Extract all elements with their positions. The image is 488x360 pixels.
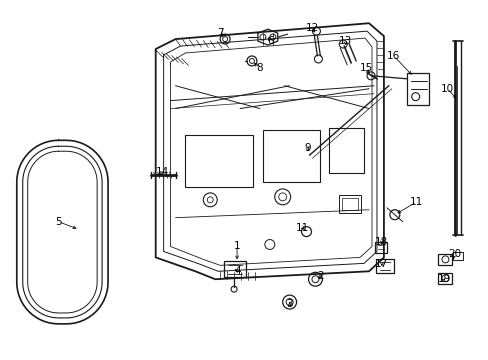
Text: 7: 7 bbox=[217, 28, 223, 38]
Text: 2: 2 bbox=[316, 271, 323, 281]
Text: 8: 8 bbox=[256, 63, 263, 73]
Text: 9: 9 bbox=[304, 143, 310, 153]
Text: 11: 11 bbox=[409, 197, 423, 207]
Text: 5: 5 bbox=[55, 217, 61, 227]
Text: 18: 18 bbox=[374, 237, 388, 247]
Text: 1: 1 bbox=[233, 242, 240, 252]
Bar bbox=[406, 73, 427, 105]
Bar bbox=[224, 261, 245, 277]
Text: 13: 13 bbox=[338, 36, 351, 46]
Bar bbox=[438, 273, 451, 284]
Bar bbox=[342, 198, 357, 210]
Text: 4: 4 bbox=[234, 266, 241, 276]
Text: 17: 17 bbox=[374, 259, 388, 269]
Text: 15: 15 bbox=[359, 63, 372, 73]
Text: 19: 19 bbox=[437, 274, 450, 284]
Text: 10: 10 bbox=[440, 84, 453, 94]
Bar bbox=[339, 195, 360, 213]
Bar bbox=[185, 135, 252, 187]
Bar bbox=[375, 260, 393, 273]
Text: 16: 16 bbox=[386, 51, 400, 61]
Bar bbox=[452, 252, 462, 260]
Bar bbox=[374, 242, 386, 253]
Bar bbox=[328, 129, 364, 173]
Text: 6: 6 bbox=[267, 36, 274, 46]
Text: 14: 14 bbox=[156, 167, 169, 177]
Text: 11: 11 bbox=[295, 222, 308, 233]
Text: 3: 3 bbox=[286, 299, 292, 309]
Bar bbox=[263, 130, 320, 182]
Bar bbox=[438, 255, 451, 265]
Text: 20: 20 bbox=[447, 249, 460, 260]
Text: 12: 12 bbox=[305, 23, 319, 33]
